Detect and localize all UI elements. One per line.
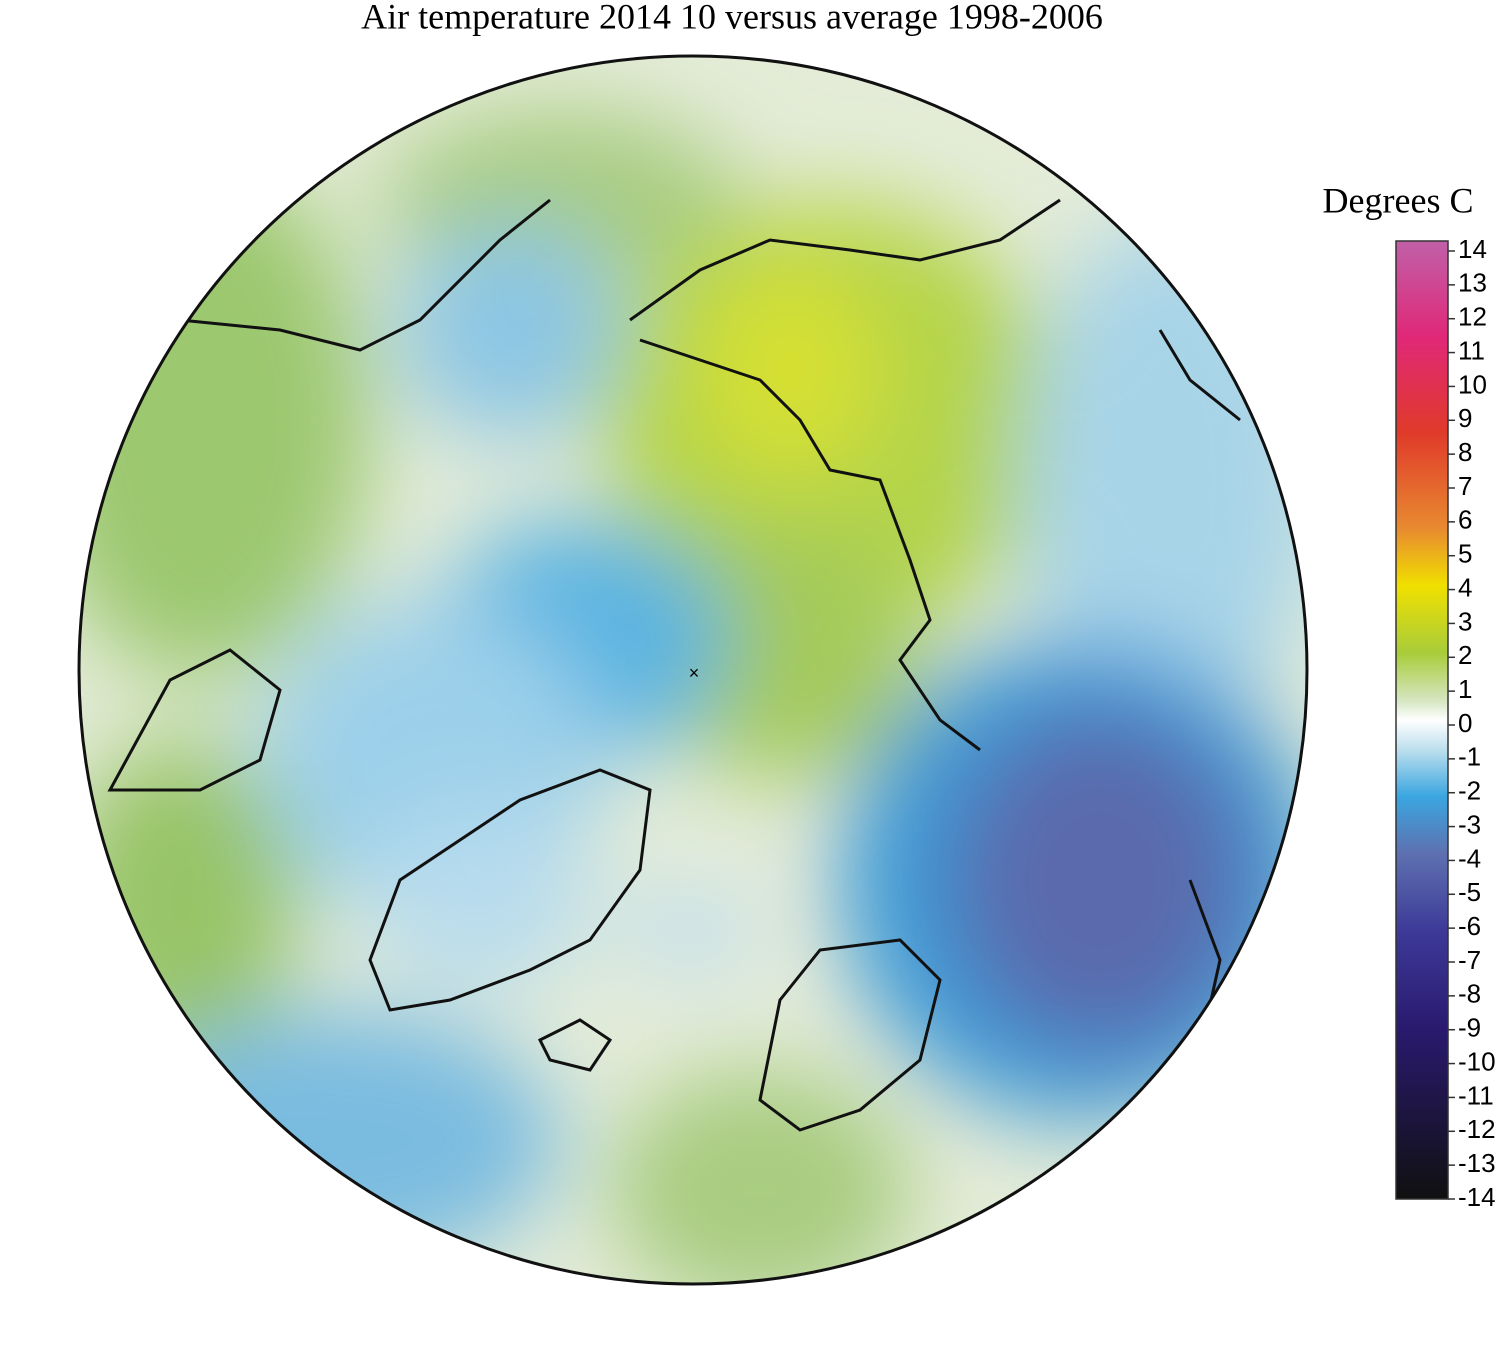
colorbar-tick-label: 3 xyxy=(1458,606,1472,636)
colorbar-tick-label: -4 xyxy=(1458,843,1481,873)
title: Air temperature 2014 10 versus average 1… xyxy=(361,0,1103,36)
colorbar-tick-label: 2 xyxy=(1458,640,1472,670)
colorbar-tick-label: 0 xyxy=(1458,708,1472,738)
colorbar-tick-label: 6 xyxy=(1458,505,1472,535)
colorbar-tick-label: -7 xyxy=(1458,945,1481,975)
colorbar-tick-label: 14 xyxy=(1458,234,1487,264)
pole-marker: × xyxy=(689,663,700,683)
colorbar-tick-label: -3 xyxy=(1458,809,1481,839)
colorbar-tick-label: 4 xyxy=(1458,572,1472,602)
colorbar-tick-label: -10 xyxy=(1458,1046,1496,1076)
colorbar-tick-label: 7 xyxy=(1458,471,1472,501)
temperature-field xyxy=(79,56,1307,1284)
colorbar-tick-label: 13 xyxy=(1458,268,1487,298)
colorbar-tick-label: -2 xyxy=(1458,776,1481,806)
colorbar-tick-label: -13 xyxy=(1458,1148,1496,1178)
colorbar-tick-label: -5 xyxy=(1458,877,1481,907)
map-border xyxy=(77,54,1309,1286)
colorbar-tick-label: -8 xyxy=(1458,979,1481,1009)
colorbar-tick-label: -12 xyxy=(1458,1114,1496,1144)
colorbar xyxy=(1395,240,1449,1200)
colorbar-tick-label: -9 xyxy=(1458,1013,1481,1043)
colorbar-tick-label: 12 xyxy=(1458,302,1487,332)
colorbar-tick-label: -14 xyxy=(1458,1182,1496,1212)
colorbar-tick-label: 8 xyxy=(1458,437,1472,467)
colorbar-tick-label: 5 xyxy=(1458,539,1472,569)
colorbar-label: Degrees C xyxy=(1323,180,1474,220)
colorbar-tick-label: 10 xyxy=(1458,369,1487,399)
colorbar-tick-label: 11 xyxy=(1458,335,1485,365)
colorbar-tick-label: -11 xyxy=(1458,1080,1494,1110)
colorbar-tick-label: 1 xyxy=(1458,674,1472,704)
colorbar-tick-label: -1 xyxy=(1458,742,1481,772)
colorbar-tick-label: -6 xyxy=(1458,911,1481,941)
coastlines xyxy=(107,198,1241,1132)
colorbar-tick-label: 9 xyxy=(1458,403,1472,433)
